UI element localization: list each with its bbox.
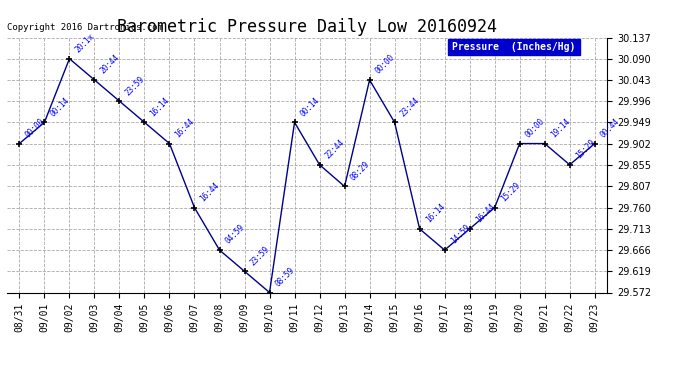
Text: 22:44: 22:44 (324, 138, 346, 160)
Text: 20:1x: 20:1x (74, 32, 97, 54)
Text: 23:44: 23:44 (399, 96, 422, 118)
FancyBboxPatch shape (448, 39, 580, 56)
Text: 23:59: 23:59 (124, 74, 146, 97)
Text: 16:14: 16:14 (148, 96, 171, 118)
Text: 00:00: 00:00 (374, 53, 397, 76)
Text: 16:44: 16:44 (199, 181, 221, 204)
Title: Barometric Pressure Daily Low 20160924: Barometric Pressure Daily Low 20160924 (117, 18, 497, 36)
Text: 00:14: 00:14 (48, 96, 71, 118)
Text: 19:14: 19:14 (549, 117, 571, 140)
Text: 00:14: 00:14 (299, 96, 322, 118)
Text: 15:29: 15:29 (574, 138, 597, 160)
Text: 23:59: 23:59 (248, 244, 271, 267)
Text: 16:14: 16:14 (424, 202, 446, 225)
Text: 20:44: 20:44 (99, 53, 121, 76)
Text: 00:00: 00:00 (23, 117, 46, 140)
Text: 04:59: 04:59 (224, 223, 246, 246)
Text: 14:59: 14:59 (448, 223, 471, 246)
Text: Pressure  (Inches/Hg): Pressure (Inches/Hg) (453, 42, 576, 52)
Text: 00:44: 00:44 (599, 117, 622, 140)
Text: 16:44: 16:44 (474, 202, 497, 225)
Text: 08:29: 08:29 (348, 159, 371, 182)
Text: 15:29: 15:29 (499, 181, 522, 204)
Text: 08:59: 08:59 (274, 266, 297, 288)
Text: 16:44: 16:44 (174, 117, 197, 140)
Text: 00:00: 00:00 (524, 117, 546, 140)
Text: Copyright 2016 Dartronics.com: Copyright 2016 Dartronics.com (7, 23, 163, 32)
